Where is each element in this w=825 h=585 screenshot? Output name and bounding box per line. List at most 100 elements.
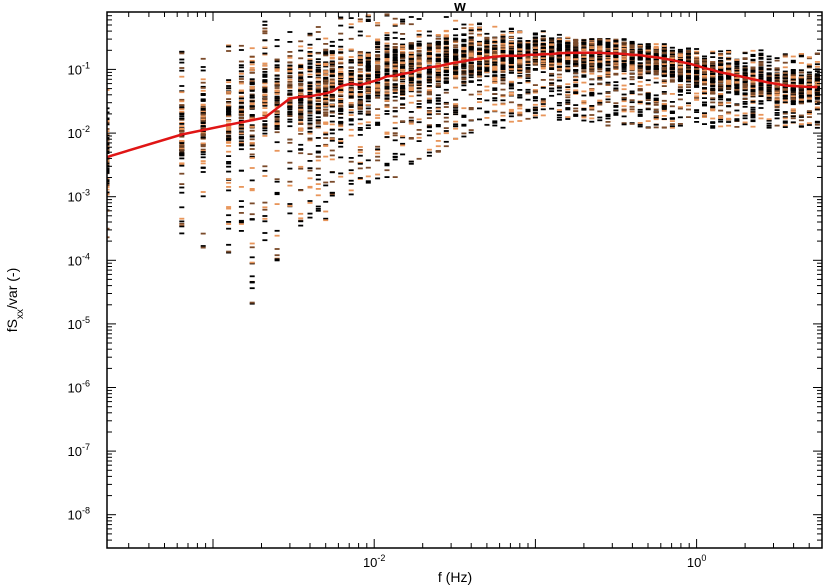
data-point — [477, 118, 482, 121]
data-point — [556, 47, 562, 49]
data-point — [461, 116, 467, 118]
data-point — [392, 85, 398, 88]
data-point — [338, 108, 344, 111]
data-point — [581, 102, 587, 105]
data-point — [307, 55, 313, 57]
data-point — [500, 52, 506, 55]
data-point — [323, 62, 329, 65]
data-point — [400, 56, 406, 59]
data-point — [348, 37, 354, 40]
data-point — [357, 34, 363, 37]
data-point — [653, 94, 659, 97]
data-point — [357, 177, 363, 179]
data-point — [540, 71, 546, 73]
data-point — [540, 44, 546, 47]
data-point — [484, 40, 490, 43]
data-point — [408, 52, 414, 54]
data-point — [613, 73, 619, 76]
data-point — [329, 80, 335, 83]
data-point — [613, 106, 619, 108]
data-point — [348, 95, 354, 98]
data-point — [597, 103, 603, 106]
data-point — [384, 91, 390, 94]
data-point — [107, 134, 110, 137]
data-point — [597, 59, 603, 62]
data-point — [179, 69, 185, 72]
data-point — [565, 107, 571, 109]
data-point — [508, 68, 514, 70]
data-point — [323, 181, 329, 184]
data-point — [357, 129, 363, 131]
data-point — [629, 101, 635, 104]
data-point — [298, 148, 304, 150]
data-point — [365, 159, 371, 162]
data-point — [637, 93, 643, 96]
data-point — [661, 85, 667, 87]
data-point — [298, 167, 304, 170]
data-point — [669, 57, 675, 59]
data-point — [532, 38, 538, 41]
data-point — [307, 122, 313, 125]
data-point — [357, 30, 363, 33]
data-point — [532, 47, 538, 49]
data-point — [443, 50, 449, 53]
data-point — [597, 70, 603, 73]
data-point — [669, 120, 675, 122]
data-point — [517, 41, 523, 44]
data-point — [315, 80, 321, 83]
data-point — [426, 97, 432, 100]
data-point — [226, 122, 232, 125]
data-point — [365, 104, 371, 106]
data-point — [573, 49, 579, 52]
data-point — [226, 125, 232, 128]
data-point — [262, 165, 268, 168]
data-point — [443, 145, 449, 148]
data-point — [645, 65, 651, 68]
data-point — [613, 48, 619, 51]
data-point — [179, 144, 185, 147]
data-point — [392, 110, 398, 112]
data-point — [274, 126, 280, 128]
data-point — [238, 169, 244, 172]
data-point — [408, 119, 414, 122]
data-point — [392, 63, 398, 66]
data-point — [621, 58, 627, 61]
data-point — [500, 33, 506, 36]
data-point — [323, 137, 329, 139]
data-point — [226, 127, 232, 130]
data-point — [637, 45, 643, 48]
data-point — [323, 77, 329, 80]
data-point — [435, 48, 441, 51]
data-point — [200, 127, 206, 129]
data-point — [416, 50, 422, 53]
data-point — [629, 99, 635, 102]
data-point — [443, 88, 449, 91]
data-point — [500, 126, 506, 129]
data-point — [262, 68, 268, 70]
data-point — [408, 53, 414, 56]
data-point — [443, 55, 449, 58]
data-point — [179, 85, 185, 87]
data-point — [315, 58, 321, 61]
data-point — [375, 94, 381, 97]
data-point — [484, 48, 490, 50]
data-point — [238, 125, 244, 128]
data-point — [581, 64, 587, 66]
data-point — [200, 121, 206, 124]
data-point — [262, 220, 268, 223]
data-point — [365, 74, 371, 77]
data-point — [315, 209, 321, 212]
data-point — [565, 91, 571, 94]
data-point — [461, 38, 467, 41]
data-point — [517, 76, 523, 79]
data-point — [274, 110, 280, 113]
data-point — [375, 58, 381, 60]
data-point — [179, 104, 185, 106]
data-point — [549, 63, 555, 66]
data-point — [307, 65, 313, 68]
data-point — [357, 149, 363, 151]
data-point — [549, 41, 555, 44]
data-point — [392, 31, 398, 34]
data-point — [357, 154, 363, 157]
data-point — [492, 99, 498, 102]
